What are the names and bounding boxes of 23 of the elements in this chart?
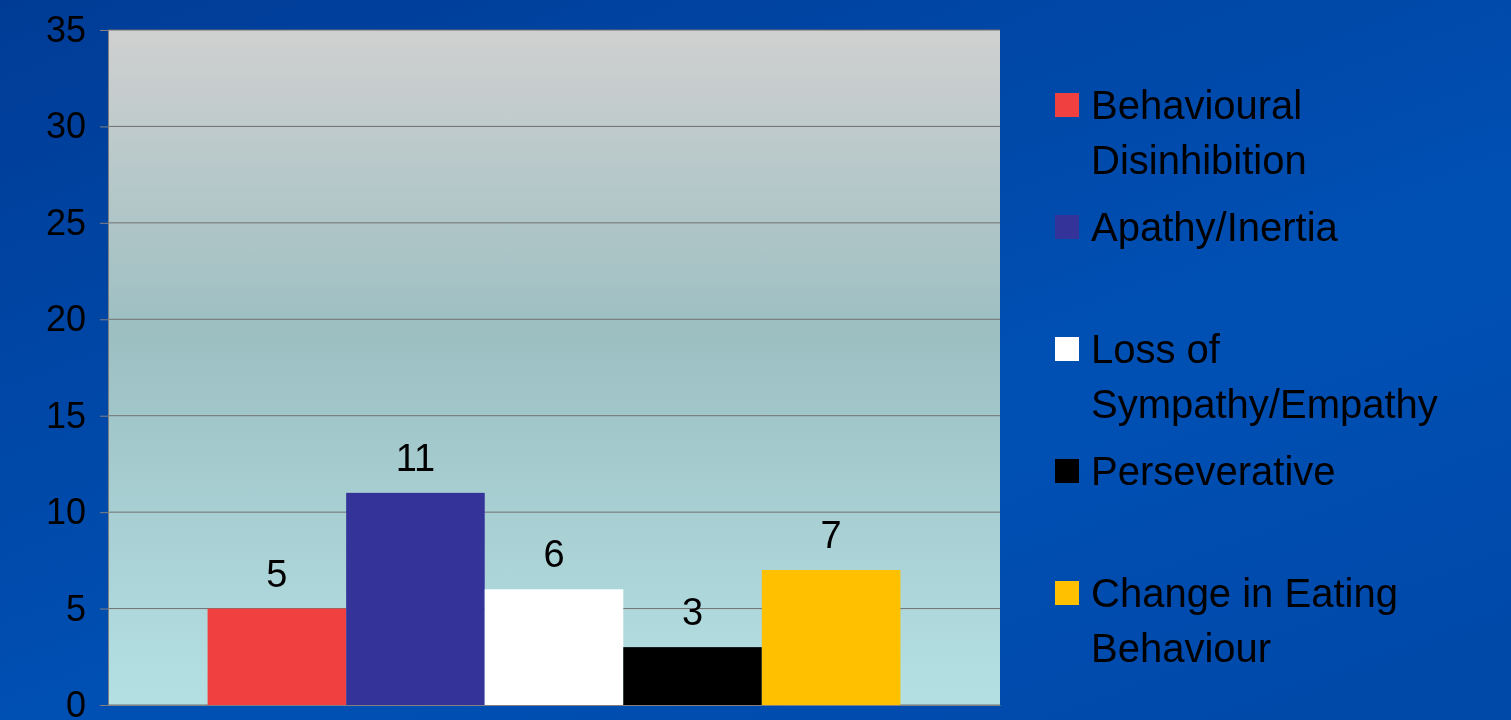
- bar: [484, 589, 624, 705]
- data-label: 6: [543, 533, 565, 576]
- data-label: 3: [681, 591, 704, 634]
- bar: [346, 492, 485, 705]
- bar: [623, 647, 762, 705]
- legend-label: Apathy/Inertia: [1091, 205, 1339, 249]
- legend-label: Loss of Sympathy/Empathy: [1091, 327, 1438, 426]
- data-label: 11: [395, 436, 436, 479]
- legend-label: Change in Eating Behaviour: [1091, 571, 1398, 670]
- legend-label: Perseverative: [1091, 449, 1336, 493]
- legend-label: Behavioural Disinhibition: [1091, 83, 1307, 182]
- y-tick-label: 20: [45, 298, 86, 340]
- bar: [207, 608, 347, 705]
- y-tick-label: 30: [45, 105, 86, 147]
- y-tick-label: 15: [45, 394, 86, 436]
- y-tick-label: 10: [45, 491, 86, 533]
- y-tick-label: 25: [45, 201, 86, 243]
- data-label: 5: [266, 552, 288, 595]
- y-tick-label: 0: [65, 684, 86, 720]
- y-tick-label: 35: [45, 9, 86, 51]
- bar: [761, 570, 901, 705]
- y-tick-label: 5: [65, 587, 86, 629]
- data-label: 7: [820, 514, 842, 556]
